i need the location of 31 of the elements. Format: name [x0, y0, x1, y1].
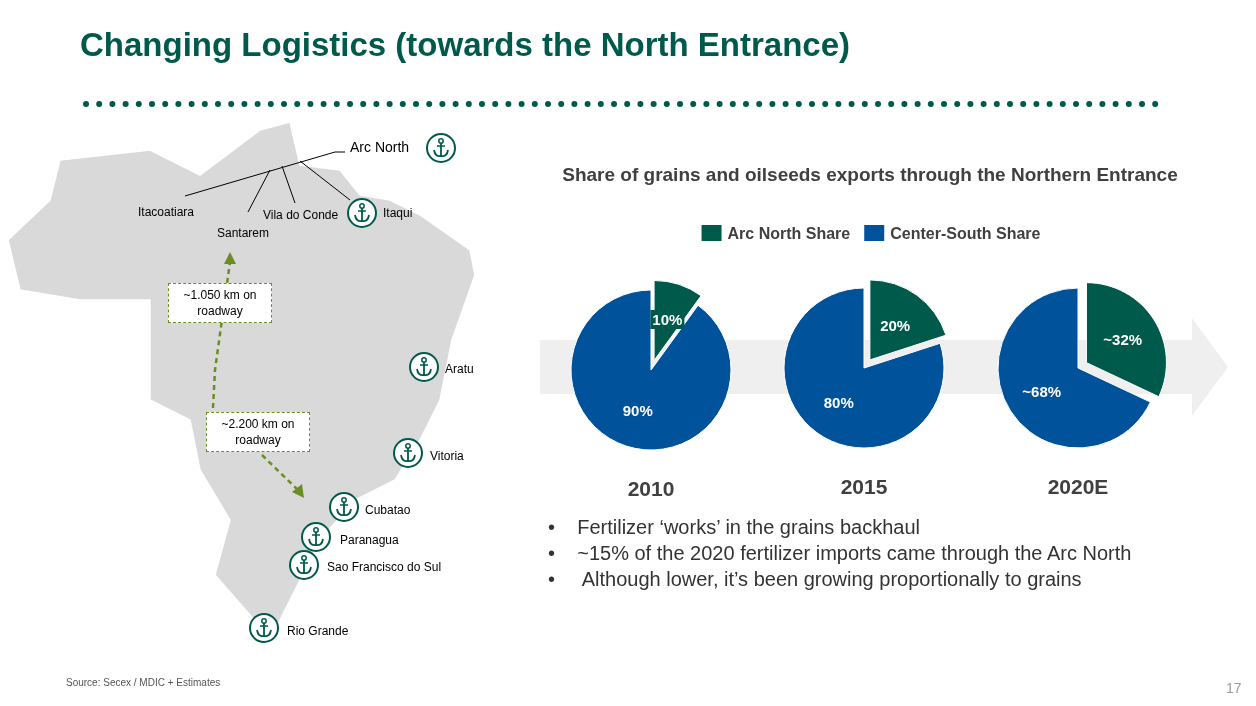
text: Arc North	[350, 139, 410, 155]
text: • ~15% of the 2020 fertilizer imports came through the Arc North	[548, 541, 1132, 566]
chart-title: Share of grains and oilseeds exports through the Northern Entrance	[562, 164, 1178, 185]
text: Itaqui	[383, 206, 413, 220]
text: 2010	[627, 477, 675, 500]
text: • Although lower, it’s been growing proportionally to grains	[548, 567, 1083, 592]
legend-label: Arc North Share	[727, 224, 851, 242]
text: 2020E	[1047, 475, 1109, 498]
legend-label: Center-South Share	[890, 224, 1041, 242]
data-label: 90%	[622, 402, 653, 420]
text: • Fertilizer ‘works’ in the grains backhaul	[548, 515, 921, 540]
text: Santarem	[217, 226, 270, 240]
text: Changing Logistics (towards the North Entrance)	[80, 26, 851, 64]
text: Aratu	[445, 362, 474, 376]
data-label: 10%	[652, 311, 683, 329]
data-label: ~68%	[1022, 382, 1062, 400]
text: 17	[1226, 680, 1242, 696]
source-note: Source: Secex / MDIC + Estimates	[66, 677, 221, 688]
text: Vitoria	[430, 449, 464, 463]
text: ~1.050 km on roadway	[168, 283, 272, 323]
text: Itacoatiara	[138, 205, 195, 219]
data-label: ~32%	[1103, 331, 1143, 349]
text: Sao Francisco do Sul	[327, 560, 442, 574]
text: Paranagua	[340, 533, 399, 547]
text: Vila do Conde	[263, 208, 339, 222]
text: ~2.200 km on roadway	[206, 412, 310, 452]
text: Cubatao	[365, 503, 411, 517]
data-label: 80%	[823, 394, 854, 412]
data-label: 20%	[880, 316, 911, 334]
text: Rio Grande	[287, 624, 349, 638]
text: 2015	[840, 475, 888, 498]
